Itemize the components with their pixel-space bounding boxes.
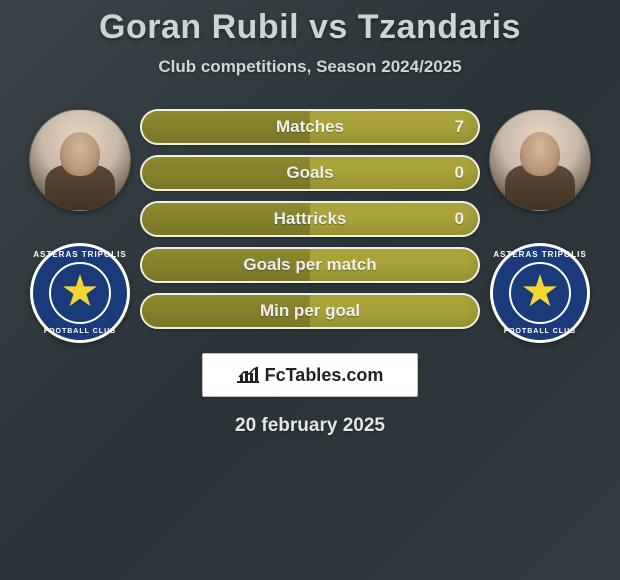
stat-value-right: 0	[455, 163, 464, 183]
club-ring-text-top: ASTERAS TRIPOLIS	[493, 250, 587, 259]
club-ring-text-top: ASTERAS TRIPOLIS	[33, 250, 127, 259]
left-player-column: ASTERAS TRIPOLIS ★ FOOTBALL CLUB	[20, 109, 140, 343]
club-ring-text-bottom: FOOTBALL CLUB	[493, 328, 587, 335]
stat-value-right: 0	[455, 209, 464, 229]
main-row: ASTERAS TRIPOLIS ★ FOOTBALL CLUB Matches…	[0, 109, 620, 437]
stat-fill-left	[142, 249, 310, 281]
star-icon: ★	[520, 270, 559, 314]
subtitle: Club competitions, Season 2024/2025	[0, 57, 620, 77]
player1-photo	[29, 109, 131, 211]
stat-value-right: 7	[455, 117, 464, 137]
stats-column: Matches 7 Goals 0 Hattricks 0 Goals per …	[140, 109, 480, 437]
stat-fill-left	[142, 111, 310, 143]
player1-club-badge: ASTERAS TRIPOLIS ★ FOOTBALL CLUB	[30, 243, 130, 343]
date-line: 20 february 2025	[235, 415, 385, 437]
stat-bar-min-per-goal: Min per goal	[140, 293, 480, 329]
brand-box: FcTables.com	[202, 353, 418, 397]
stat-fill-left	[142, 157, 310, 189]
stat-fill-left	[142, 295, 310, 327]
player2-club-badge: ASTERAS TRIPOLIS ★ FOOTBALL CLUB	[490, 243, 590, 343]
stat-bar-matches: Matches 7	[140, 109, 480, 145]
comparison-card: Goran Rubil vs Tzandaris Club competitio…	[0, 0, 620, 437]
page-title: Goran Rubil vs Tzandaris	[0, 8, 620, 47]
right-player-column: ASTERAS TRIPOLIS ★ FOOTBALL CLUB	[480, 109, 600, 343]
star-icon: ★	[60, 270, 99, 314]
stat-bar-hattricks: Hattricks 0	[140, 201, 480, 237]
bar-chart-icon	[237, 366, 259, 384]
stat-bar-goals: Goals 0	[140, 155, 480, 191]
stat-bar-goals-per-match: Goals per match	[140, 247, 480, 283]
brand-text: FcTables.com	[265, 365, 384, 386]
stat-fill-left	[142, 203, 310, 235]
player2-photo	[489, 109, 591, 211]
club-ring-text-bottom: FOOTBALL CLUB	[33, 328, 127, 335]
